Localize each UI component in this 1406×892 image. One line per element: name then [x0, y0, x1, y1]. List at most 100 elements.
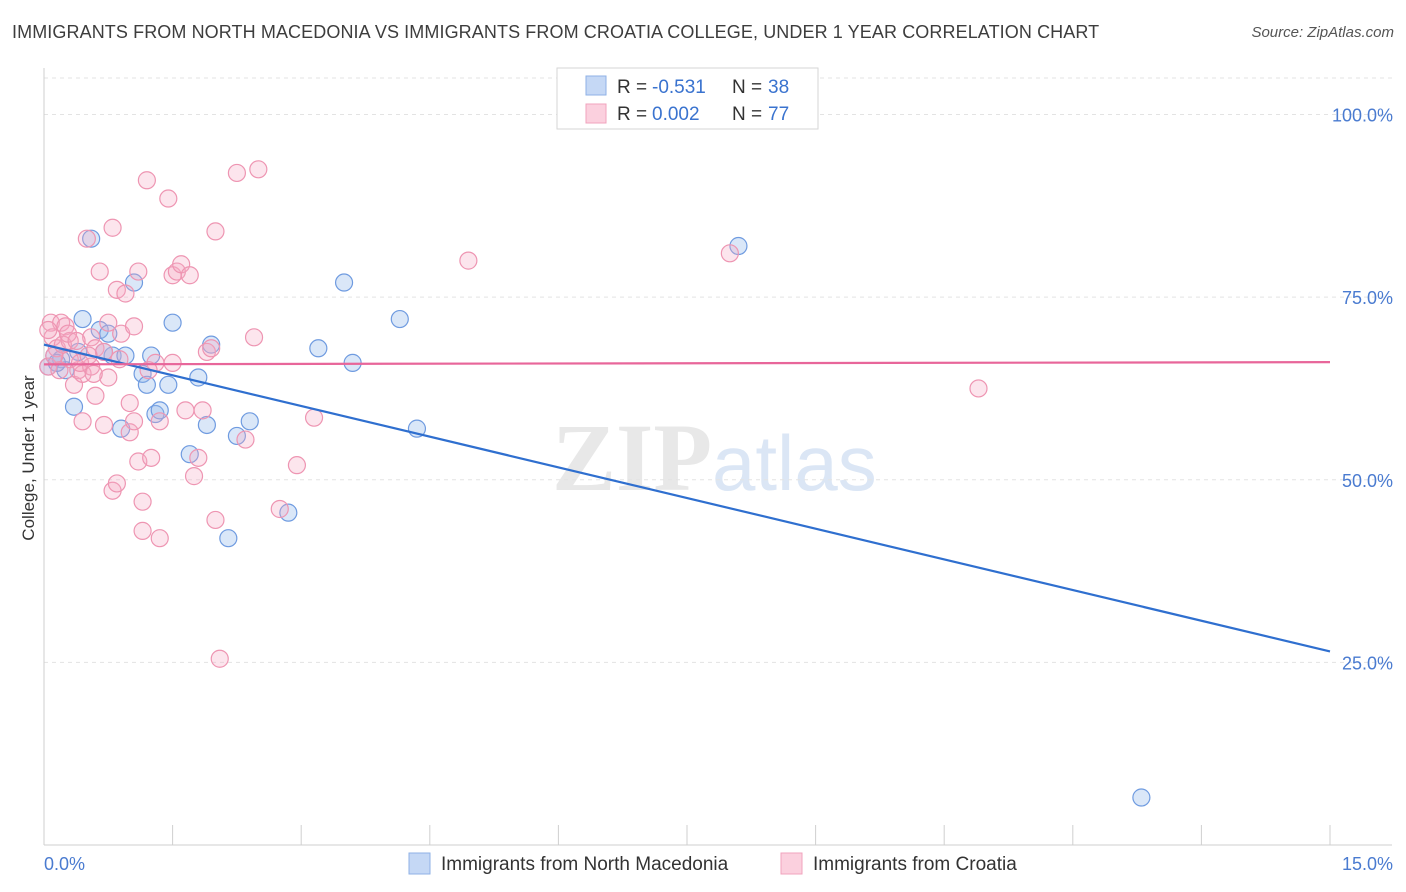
- data-point-croatia-39: [150, 529, 169, 548]
- data-point-croatia-43: [163, 353, 182, 372]
- data-point-croatia-30: [124, 412, 144, 431]
- data-point-croatia-21: [99, 368, 118, 387]
- data-point-croatia-46: [176, 401, 195, 420]
- stats-r-value-1: -0.531: [652, 77, 706, 98]
- data-point-croatia-29: [120, 393, 139, 413]
- stats-r-label-1: R =: [617, 77, 647, 98]
- watermark-zip: ZIP: [552, 404, 712, 511]
- y-tick-label-25: 25.0%: [1342, 653, 1393, 673]
- data-point-croatia-5: [56, 317, 75, 336]
- axes: [43, 68, 1392, 846]
- stats-legend: R = -0.531 N = 38 R = 0.002 N = 77: [556, 67, 819, 130]
- grid-lines: [44, 77, 1392, 663]
- data-point-croatia-54: [206, 510, 225, 530]
- data-point-croatia-41: [159, 189, 178, 208]
- data-point-croatia-37: [142, 448, 161, 467]
- data-point-north-macedonia-27: [309, 339, 328, 358]
- data-point-croatia-18: [94, 415, 114, 435]
- data-point-croatia-12: [77, 229, 96, 248]
- watermark-atlas: atlas: [712, 419, 877, 507]
- data-point-croatia-58: [244, 328, 264, 347]
- data-point-croatia-55: [210, 649, 229, 668]
- data-point-north-macedonia-30: [390, 309, 409, 329]
- data-point-croatia-0: [39, 357, 58, 376]
- data-point-croatia-56: [227, 163, 246, 183]
- data-point-north-macedonia-33: [1132, 788, 1151, 807]
- data-point-croatia-16: [86, 386, 105, 405]
- data-point-croatia-53: [206, 222, 225, 241]
- data-point-croatia-22: [103, 218, 122, 237]
- data-point-croatia-13: [82, 357, 101, 376]
- data-point-croatia-47: [180, 266, 199, 285]
- legend-swatch-croatia: [780, 852, 803, 875]
- data-point-north-macedonia-4: [64, 397, 84, 416]
- trend-line-croatia: [43, 361, 1331, 366]
- data-point-croatia-62: [304, 408, 324, 427]
- stats-r-label-2: R =: [617, 104, 647, 125]
- data-point-croatia-48: [184, 467, 204, 486]
- data-point-croatia-60: [270, 499, 289, 519]
- source-credit: Source: ZipAtlas.com: [1251, 24, 1394, 41]
- data-point-croatia-14: [82, 328, 101, 347]
- stats-swatch-north-macedonia: [585, 75, 607, 96]
- watermark: ZIP atlas: [552, 404, 877, 511]
- data-point-croatia-74: [84, 364, 103, 383]
- data-point-croatia-33: [129, 262, 148, 281]
- x-tick-labels: 0.0% 15.0%: [44, 854, 1393, 874]
- stats-n-label-2: N =: [732, 104, 762, 125]
- stats-n-value-1: 38: [768, 77, 789, 98]
- y-tick-label-75: 75.0%: [1342, 288, 1393, 308]
- stats-swatch-croatia: [585, 103, 607, 124]
- data-point-croatia-65: [969, 379, 988, 398]
- y-axis-label: College, Under 1 year: [19, 375, 38, 541]
- data-point-croatia-35: [133, 521, 152, 540]
- data-point-north-macedonia-23: [219, 529, 238, 548]
- series-legend: Immigrants from North Macedonia Immigran…: [408, 852, 1017, 875]
- data-point-croatia-27: [116, 284, 135, 303]
- data-point-croatia-17: [90, 262, 109, 281]
- data-point-croatia-71: [67, 331, 86, 351]
- data-point-croatia-1: [41, 313, 60, 332]
- data-point-croatia-10: [73, 412, 92, 431]
- data-point-north-macedonia-21: [197, 415, 216, 435]
- data-point-croatia-68: [50, 361, 69, 380]
- data-point-croatia-36: [137, 171, 156, 190]
- data-point-croatia-64: [720, 244, 739, 263]
- data-point-croatia-50: [193, 401, 212, 420]
- data-point-north-macedonia-6: [82, 229, 101, 248]
- data-point-croatia-59: [249, 160, 268, 179]
- legend-label-north-macedonia: Immigrants from North Macedonia: [441, 854, 729, 875]
- data-point-croatia-52: [202, 339, 221, 358]
- stats-r-value-2: 0.002: [652, 104, 700, 125]
- data-point-croatia-40: [150, 412, 169, 431]
- data-point-north-macedonia-5: [73, 309, 92, 329]
- data-point-croatia-66: [39, 320, 58, 340]
- legend-swatch-north-macedonia: [408, 852, 431, 875]
- data-point-north-macedonia-14: [137, 375, 156, 394]
- data-point-north-macedonia-28: [334, 273, 354, 292]
- data-point-croatia-57: [236, 430, 255, 449]
- data-points: [39, 160, 1151, 807]
- y-tick-label-100: 100.0%: [1332, 106, 1393, 126]
- x-tick-label-15: 15.0%: [1342, 854, 1393, 874]
- data-point-north-macedonia-18: [163, 313, 182, 332]
- stats-n-label-1: N =: [732, 77, 762, 98]
- data-point-croatia-20: [99, 313, 118, 332]
- trend-line-north-macedonia: [43, 343, 1331, 653]
- trend-lines: [43, 343, 1331, 653]
- data-point-croatia-25: [107, 474, 126, 493]
- data-point-croatia-34: [133, 492, 152, 511]
- data-point-croatia-28: [120, 423, 139, 442]
- data-point-croatia-49: [189, 448, 208, 467]
- stats-n-value-2: 77: [768, 104, 789, 125]
- y-tick-labels: 25.0% 50.0% 75.0% 100.0%: [1332, 106, 1393, 674]
- chart-title: IMMIGRANTS FROM NORTH MACEDONIA VS IMMIG…: [12, 22, 1100, 42]
- x-tick-label-0: 0.0%: [44, 854, 85, 874]
- data-point-croatia-61: [287, 456, 307, 475]
- legend-label-croatia: Immigrants from Croatia: [813, 854, 1017, 875]
- data-point-croatia-63: [459, 251, 478, 270]
- data-point-croatia-19: [94, 342, 114, 362]
- y-tick-label-50: 50.0%: [1342, 471, 1393, 491]
- data-point-north-macedonia-17: [159, 375, 178, 394]
